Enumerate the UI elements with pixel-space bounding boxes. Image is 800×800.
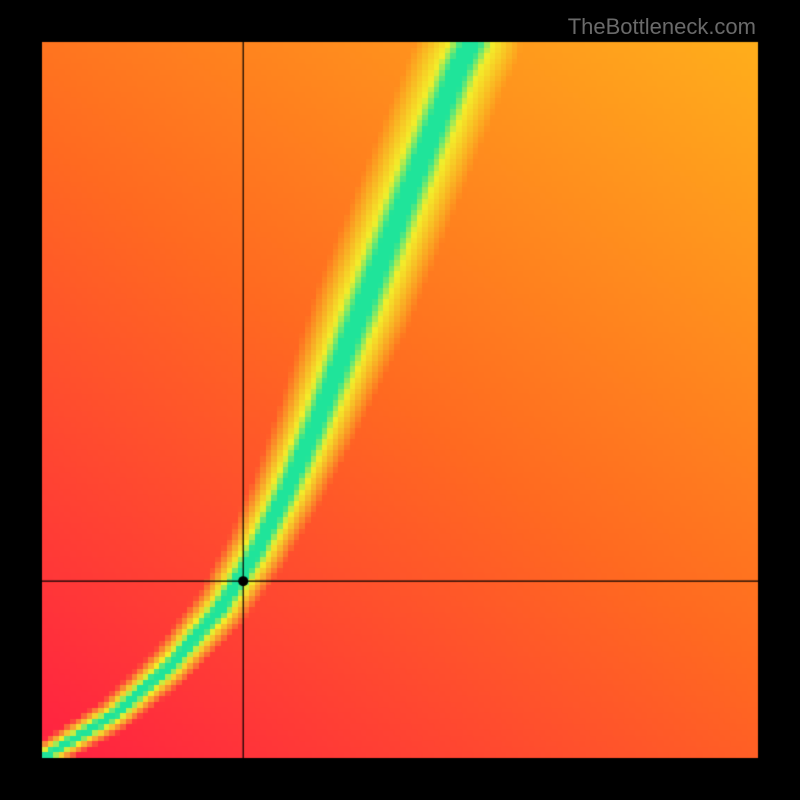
figure-container: TheBottleneck.com [0,0,800,800]
heatmap-canvas [0,0,800,800]
